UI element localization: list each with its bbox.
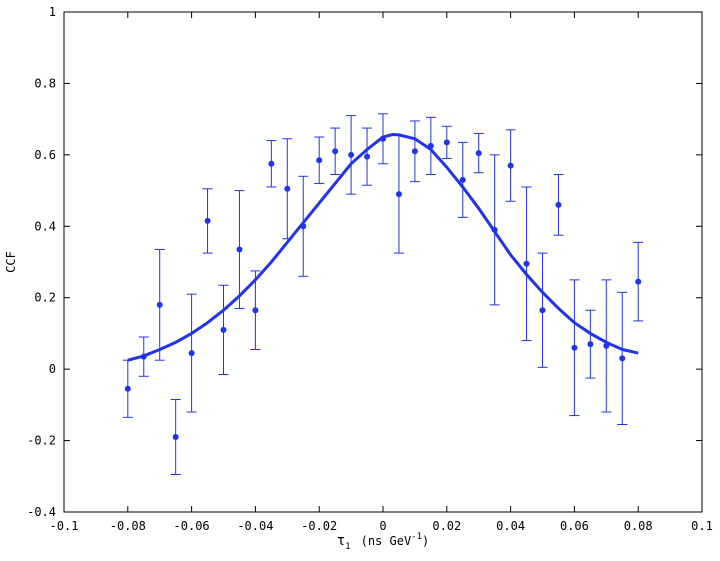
x-axis-label-exponent: -1 bbox=[411, 532, 422, 542]
data-point bbox=[364, 153, 371, 160]
error-bars bbox=[122, 113, 644, 475]
x-tick-label: 0.1 bbox=[691, 519, 713, 533]
x-tick-label: 0.04 bbox=[496, 519, 525, 533]
y-tick-label: -0.2 bbox=[27, 434, 56, 448]
data-point bbox=[172, 434, 179, 440]
data-point bbox=[380, 135, 386, 142]
data-point bbox=[284, 185, 291, 192]
data-point bbox=[523, 260, 530, 267]
data-point bbox=[635, 278, 642, 285]
data-point bbox=[507, 162, 514, 169]
data-point bbox=[252, 307, 259, 314]
data-point bbox=[156, 301, 163, 308]
data-point bbox=[411, 148, 418, 155]
data-point bbox=[316, 157, 323, 164]
data-point bbox=[395, 191, 402, 198]
data-point bbox=[427, 142, 434, 149]
x-tick-label: -0.06 bbox=[174, 519, 210, 533]
x-axis-ticks: -0.1 -0.08 -0.06 -0.04 -0.02 0 0.02 0.04 0.06 0.0… bbox=[50, 12, 713, 533]
data-point bbox=[603, 342, 610, 349]
data-point bbox=[619, 355, 626, 362]
y-tick-label: 0.4 bbox=[34, 219, 56, 233]
data-point bbox=[204, 217, 211, 224]
data-point bbox=[188, 350, 195, 357]
data-points bbox=[124, 135, 642, 440]
y-axis-label: CCF bbox=[4, 251, 18, 273]
x-tick-label: -0.08 bbox=[110, 519, 146, 533]
data-point bbox=[555, 201, 562, 208]
y-tick-label: 0.6 bbox=[34, 148, 56, 162]
x-tick-label: -0.04 bbox=[237, 519, 273, 533]
data-point bbox=[459, 176, 466, 183]
data-point bbox=[443, 139, 450, 146]
x-tick-label: -0.02 bbox=[301, 519, 337, 533]
y-tick-label: 0.2 bbox=[34, 291, 56, 305]
data-point bbox=[491, 226, 498, 233]
data-point bbox=[587, 341, 594, 348]
x-axis-label-close: ) bbox=[422, 534, 429, 548]
x-axis-label: τ1 (ns GeV-1) bbox=[337, 532, 430, 552]
x-axis-label-units: (ns GeV bbox=[361, 534, 412, 548]
y-axis-ticks: -0.4 -0.2 0 0.2 0.4 0.6 0.8 1 bbox=[27, 5, 702, 519]
data-point bbox=[220, 326, 227, 333]
y-tick-label: 0 bbox=[49, 362, 56, 376]
data-point bbox=[140, 353, 147, 360]
y-tick-label: -0.4 bbox=[27, 505, 56, 519]
data-point bbox=[300, 223, 307, 230]
y-tick-label: 0.8 bbox=[34, 76, 56, 90]
x-tick-label: -0.1 bbox=[50, 519, 79, 533]
data-point bbox=[475, 150, 482, 157]
data-point bbox=[571, 344, 578, 351]
data-point bbox=[348, 151, 355, 158]
data-point bbox=[236, 246, 243, 253]
x-tick-label: 0 bbox=[379, 519, 386, 533]
x-axis-label-subscript: 1 bbox=[345, 542, 350, 552]
data-point bbox=[332, 148, 339, 155]
data-point bbox=[124, 385, 131, 392]
fit-curve bbox=[127, 132, 639, 362]
x-tick-label: 0.02 bbox=[432, 519, 461, 533]
x-tick-label: 0.06 bbox=[560, 519, 589, 533]
x-axis-label-symbol: τ bbox=[337, 533, 345, 549]
data-point bbox=[539, 307, 546, 314]
x-tick-label: 0.08 bbox=[624, 519, 653, 533]
data-point bbox=[268, 160, 275, 167]
y-tick-label: 1 bbox=[49, 5, 56, 19]
